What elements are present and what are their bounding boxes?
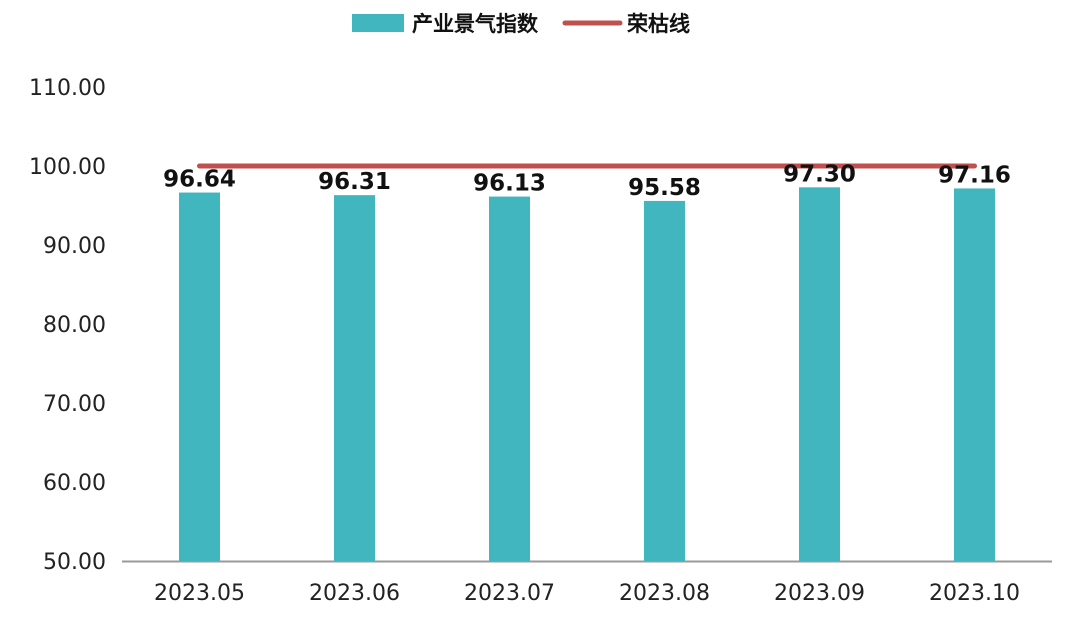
x-tick-label: 2023.05 bbox=[154, 581, 245, 606]
x-tick-label: 2023.08 bbox=[619, 581, 710, 606]
bar bbox=[954, 188, 995, 561]
bar-value-label: 97.16 bbox=[938, 162, 1011, 188]
y-tick-label: 100.00 bbox=[29, 155, 106, 180]
legend: 产业景气指数 荣枯线 bbox=[352, 12, 690, 36]
bar-value-label: 96.64 bbox=[163, 167, 236, 193]
bar-value-label: 96.13 bbox=[473, 171, 546, 197]
bar-value-label: 96.31 bbox=[318, 169, 391, 195]
bar bbox=[179, 192, 220, 561]
x-tick-label: 2023.10 bbox=[929, 581, 1020, 606]
y-tick-label: 50.00 bbox=[43, 550, 106, 575]
y-axis: 50.00 60.00 70.00 80.00 90.00 100.00 110.00 bbox=[29, 76, 106, 575]
data-labels: 96.64 96.31 96.13 95.58 97.30 97.16 bbox=[163, 161, 1011, 201]
x-tick-label: 2023.07 bbox=[464, 581, 555, 606]
bar bbox=[489, 196, 530, 561]
y-tick-label: 70.00 bbox=[43, 392, 106, 417]
bar-value-label: 95.58 bbox=[628, 175, 701, 201]
y-tick-label: 60.00 bbox=[43, 471, 106, 496]
bar bbox=[799, 187, 840, 561]
bar bbox=[644, 200, 685, 561]
x-axis: 2023.05 2023.06 2023.07 2023.08 2023.09 2023.… bbox=[122, 560, 1052, 606]
bar-value-label: 97.30 bbox=[783, 161, 856, 187]
y-tick-label: 110.00 bbox=[29, 76, 106, 101]
y-tick-label: 80.00 bbox=[43, 313, 106, 338]
x-tick-label: 2023.09 bbox=[774, 581, 865, 606]
x-tick-label: 2023.06 bbox=[309, 581, 400, 606]
bar-series bbox=[179, 187, 995, 561]
legend-line-label: 荣枯线 bbox=[626, 12, 690, 36]
y-tick-label: 90.00 bbox=[43, 234, 106, 259]
bar bbox=[334, 195, 375, 561]
legend-bar-label: 产业景气指数 bbox=[412, 12, 539, 36]
legend-bar-swatch bbox=[352, 14, 404, 32]
